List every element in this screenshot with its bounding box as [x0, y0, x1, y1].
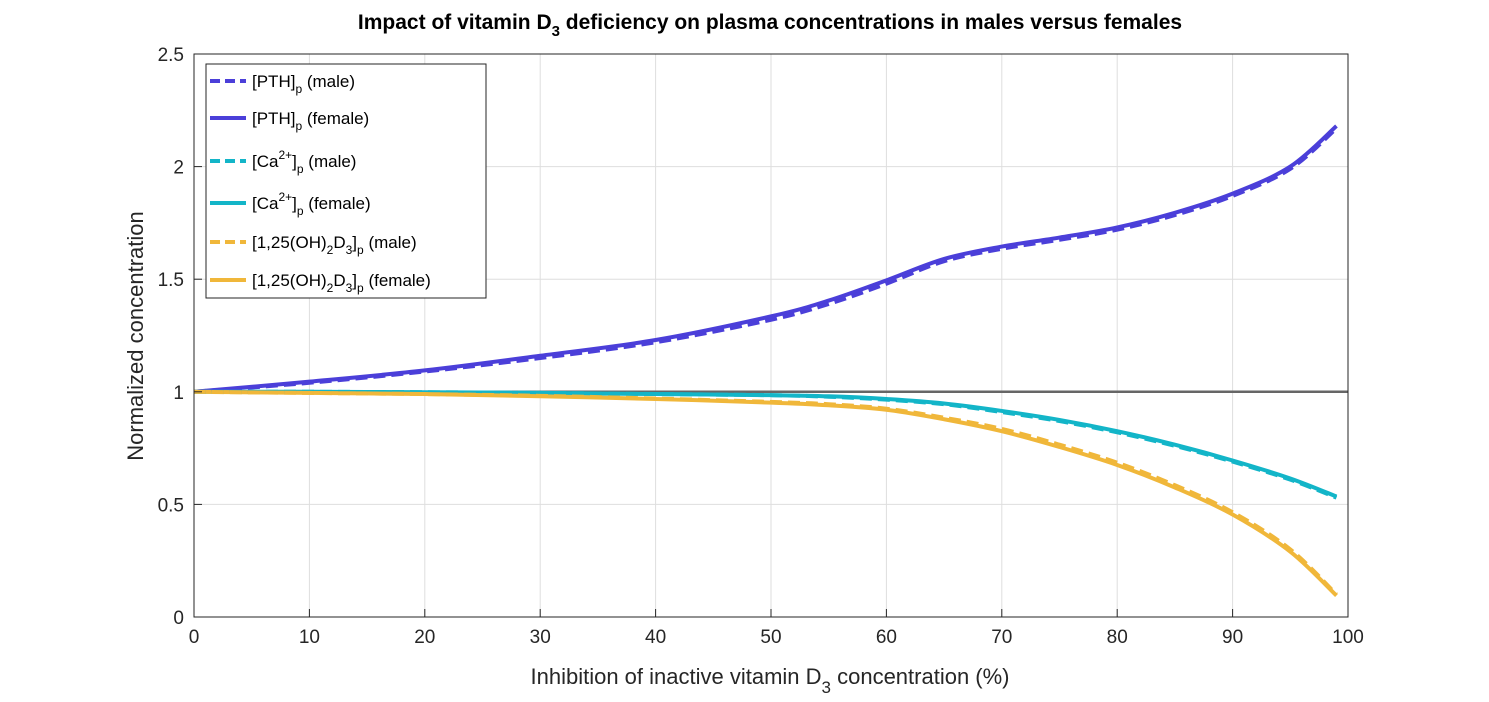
- tick-labels: 0 10 20 30 40 50 60 70 80 90 100 0 0.5 1 1.5 2 2.5: [158, 45, 1364, 648]
- legend-label-vitd-female: [1,25(OH)2D3]p (female): [252, 271, 431, 295]
- y-tick-label: 1.5: [158, 270, 184, 291]
- series-line-vitd-female: [193, 389, 1338, 598]
- y-tick-label: 0: [173, 608, 184, 629]
- y-tick-label: 0.5: [158, 495, 184, 516]
- x-tick-label: 90: [1222, 627, 1243, 648]
- x-axis-label: Inhibition of inactive vitamin D3 concen…: [530, 664, 1009, 697]
- legend-label-pth-female: [PTH]p (female): [252, 109, 369, 133]
- legend-box: [205, 63, 487, 299]
- plot-area: [193, 124, 1338, 598]
- legend-label-ca-male: [Ca2+]p (male): [252, 148, 356, 176]
- x-tick-label: 70: [991, 627, 1012, 648]
- x-tick-label: 30: [530, 627, 551, 648]
- x-tick-label: 60: [876, 627, 897, 648]
- y-tick-label: 1: [173, 383, 184, 404]
- x-tick-label: 40: [645, 627, 666, 648]
- series-line-pth-male: [193, 126, 1338, 394]
- legend: [PTH]p (male) [PTH]p (female) [Ca2+]p (mal…: [205, 63, 487, 299]
- x-tick-label: 20: [414, 627, 435, 648]
- legend-label-pth-male: [PTH]p (male): [252, 72, 355, 96]
- legend-label-ca-female: [Ca2+]p (female): [252, 190, 371, 218]
- x-tick-label: 10: [299, 627, 320, 648]
- x-tick-label: 100: [1332, 627, 1364, 648]
- x-tick-label: 80: [1107, 627, 1128, 648]
- chart-title: Impact of vitamin D3 deficiency on plasm…: [358, 11, 1182, 40]
- y-axis-label: Normalized concentration: [123, 211, 148, 460]
- legend-label-vitd-male: [1,25(OH)2D3]p (male): [252, 233, 417, 257]
- y-tick-label: 2: [173, 158, 184, 179]
- y-tick-label: 2.5: [158, 45, 184, 66]
- x-tick-label: 50: [760, 627, 781, 648]
- series-line-vitd-male: [193, 389, 1338, 596]
- x-tick-label: 0: [189, 627, 200, 648]
